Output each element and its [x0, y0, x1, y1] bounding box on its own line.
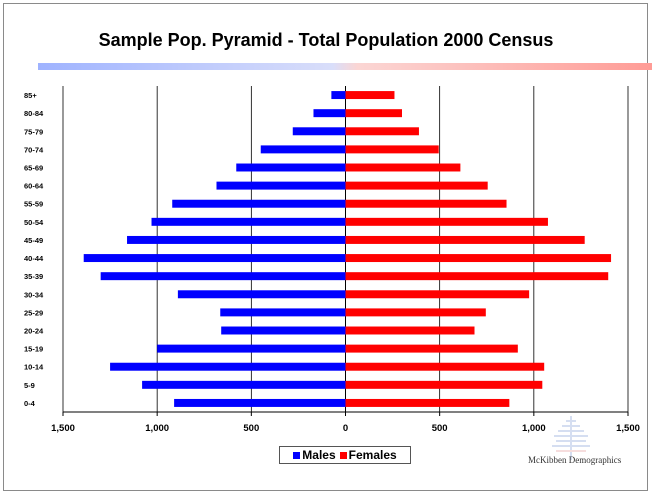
bar-females-55-59	[345, 199, 507, 208]
x-tick-label-1: 1,000	[145, 423, 169, 434]
bar-females-5-9	[345, 380, 543, 389]
y-tick-label-60-64: 60-64	[24, 182, 44, 191]
y-tick-label-70-74: 70-74	[24, 145, 44, 154]
bar-males-0-4	[174, 398, 346, 407]
x-tick-label-4: 500	[432, 423, 448, 434]
y-tick-label-85+: 85+	[24, 91, 37, 100]
legend: Males Females	[279, 446, 411, 464]
bar-males-80-84	[313, 109, 346, 118]
x-tick-label-6: 1,500	[616, 423, 640, 434]
bar-females-85+	[345, 91, 395, 100]
bar-females-65-69	[345, 163, 461, 172]
bar-males-35-39	[100, 272, 346, 281]
bar-females-60-64	[345, 181, 488, 190]
bar-males-5-9	[142, 380, 346, 389]
bar-females-25-29	[345, 308, 486, 317]
bar-males-10-14	[110, 362, 346, 371]
bar-females-35-39	[345, 272, 609, 281]
y-tick-label-50-54: 50-54	[24, 218, 44, 227]
bar-females-20-24	[345, 326, 475, 335]
mckibben-logo-icon	[552, 416, 590, 460]
bar-males-50-54	[151, 217, 346, 226]
y-tick-label-10-14: 10-14	[24, 363, 44, 372]
x-tick-label-3: 0	[343, 423, 348, 434]
bar-males-45-49	[127, 235, 346, 244]
y-tick-label-75-79: 75-79	[24, 127, 43, 136]
legend-swatch-males	[293, 451, 301, 459]
title-gradient-bar	[38, 63, 652, 70]
bar-females-40-44	[345, 254, 612, 263]
bar-males-55-59	[172, 199, 346, 208]
bar-males-30-34	[177, 290, 346, 299]
legend-item-females: Females	[339, 448, 397, 462]
legend-item-males: Males	[293, 448, 336, 462]
y-tick-label-15-19: 15-19	[24, 345, 43, 354]
legend-label-males: Males	[302, 448, 336, 462]
y-tick-label-5-9: 5-9	[24, 381, 35, 390]
bar-males-20-24	[221, 326, 346, 335]
y-tick-label-45-49: 45-49	[24, 236, 43, 245]
x-tick-label-0: 1,500	[51, 423, 75, 434]
legend-label-females: Females	[348, 448, 397, 462]
y-tick-label-20-24: 20-24	[24, 327, 44, 336]
bar-males-70-74	[260, 145, 346, 154]
x-tick-label-5: 1,000	[522, 423, 546, 434]
y-tick-label-30-34: 30-34	[24, 290, 44, 299]
chart-title: Sample Pop. Pyramid - Total Population 2…	[98, 30, 554, 50]
bar-females-45-49	[345, 235, 585, 244]
bar-males-60-64	[216, 181, 346, 190]
bar-females-15-19	[345, 344, 518, 353]
y-tick-label-35-39: 35-39	[24, 272, 43, 281]
bar-females-75-79	[345, 127, 419, 136]
bar-females-10-14	[345, 362, 545, 371]
bar-males-25-29	[220, 308, 346, 317]
y-tick-label-0-4: 0-4	[24, 399, 36, 408]
bar-males-75-79	[292, 127, 346, 136]
bar-males-85+	[331, 91, 346, 100]
bar-males-40-44	[83, 254, 346, 263]
bar-females-70-74	[345, 145, 439, 154]
logo-text: McKibben Demographics	[528, 455, 622, 465]
y-tick-label-65-69: 65-69	[24, 164, 43, 173]
y-tick-label-80-84: 80-84	[24, 109, 44, 118]
bar-females-80-84	[345, 109, 402, 118]
y-tick-label-55-59: 55-59	[24, 200, 43, 209]
bar-females-30-34	[345, 290, 530, 299]
bar-males-15-19	[157, 344, 346, 353]
bar-females-0-4	[345, 398, 510, 407]
y-tick-label-40-44: 40-44	[24, 254, 44, 263]
bar-females-50-54	[345, 217, 548, 226]
legend-swatch-females	[339, 451, 347, 459]
bar-males-65-69	[236, 163, 346, 172]
x-tick-label-2: 500	[243, 423, 259, 434]
y-tick-label-25-29: 25-29	[24, 308, 43, 317]
chart-frame	[3, 3, 648, 491]
